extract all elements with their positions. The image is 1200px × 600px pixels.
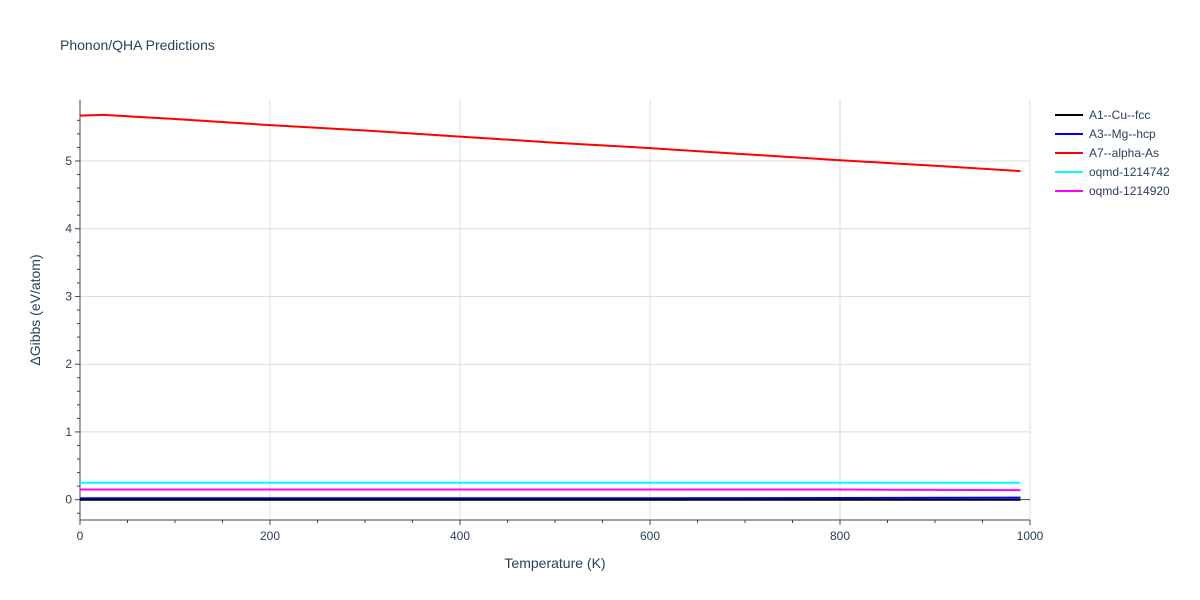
series-line-A3--Mg--hcp bbox=[80, 496, 1021, 500]
series-line-A7--alpha-As bbox=[79, 113, 1021, 173]
x-tick-label: 600 bbox=[640, 529, 660, 543]
legend-label: A7--alpha-As bbox=[1089, 146, 1159, 160]
legend-item[interactable]: A1--Cu--fcc bbox=[1055, 108, 1150, 122]
x-tick-label: 0 bbox=[77, 529, 84, 543]
chart-title: Phonon/QHA Predictions bbox=[60, 37, 215, 53]
x-tick-label: 800 bbox=[830, 529, 850, 543]
y-tick-label: 4 bbox=[65, 222, 72, 236]
y-tick-label: 2 bbox=[65, 357, 72, 371]
x-axis-title: Temperature (K) bbox=[504, 555, 605, 571]
y-axis-title: ΔGibbs (eV/atom) bbox=[27, 254, 43, 365]
legend-label: A3--Mg--hcp bbox=[1089, 127, 1156, 141]
legend-label: oqmd-1214920 bbox=[1089, 184, 1170, 198]
legend[interactable]: A1--Cu--fcc A3--Mg--hcp A7--alpha-As oqmd-1… bbox=[1055, 108, 1170, 198]
legend-item[interactable]: oqmd-1214920 bbox=[1055, 184, 1170, 198]
legend-item[interactable]: oqmd-1214742 bbox=[1055, 165, 1170, 179]
y-tick-label: 5 bbox=[65, 154, 72, 168]
x-tick-label: 400 bbox=[450, 529, 470, 543]
y-tick-label: 1 bbox=[65, 425, 72, 439]
legend-item[interactable]: A3--Mg--hcp bbox=[1055, 127, 1156, 141]
y-tick-label: 3 bbox=[65, 289, 72, 303]
legend-label: oqmd-1214742 bbox=[1089, 165, 1170, 179]
series-line-oqmd-1214920 bbox=[80, 488, 1021, 492]
series-lines bbox=[79, 113, 1021, 501]
axes: 0 200 400 600 800 1000 0 1 2 3 4 5 bbox=[65, 100, 1044, 543]
legend-label: A1--Cu--fcc bbox=[1089, 108, 1150, 122]
legend-item[interactable]: A7--alpha-As bbox=[1055, 146, 1159, 160]
x-tick-label: 200 bbox=[260, 529, 280, 543]
y-tick-label: 0 bbox=[65, 493, 72, 507]
x-tick-label: 1000 bbox=[1017, 529, 1044, 543]
